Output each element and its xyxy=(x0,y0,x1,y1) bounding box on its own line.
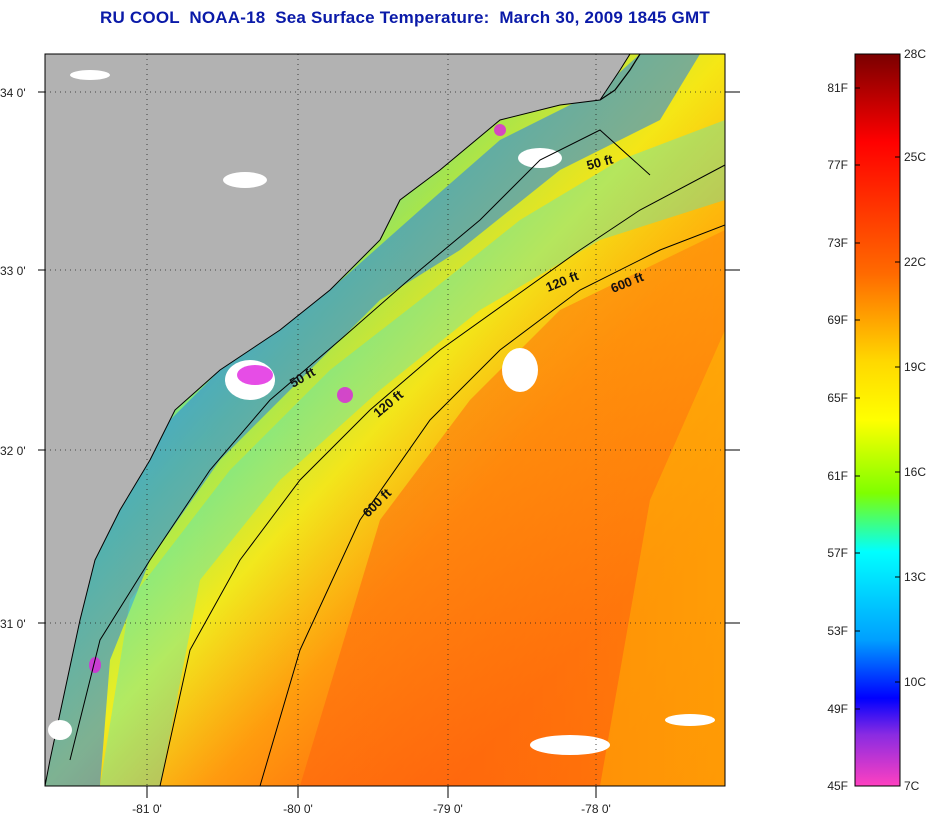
lat-label-34: 34 0' xyxy=(0,86,26,100)
lon-label-80: -80 0' xyxy=(283,802,313,816)
lon-label-81: -81 0' xyxy=(132,802,162,816)
cold-shelf-water xyxy=(45,54,700,786)
map-frame xyxy=(44,53,726,787)
land xyxy=(45,54,631,786)
depth-label-50ft-north: 50 ft xyxy=(585,151,615,173)
map-title: RU COOL NOAA-18 Sea Surface Temperature:… xyxy=(100,8,710,27)
lon-label-78: -78 0' xyxy=(581,802,611,816)
depth-contour-lines xyxy=(69,129,725,786)
lon-label-79: -79 0' xyxy=(433,802,463,816)
lat-label-31: 31 0' xyxy=(0,617,26,631)
lat-label-32: 32 0' xyxy=(0,444,26,458)
lat-label-33: 33 0' xyxy=(0,264,26,278)
graticule xyxy=(45,54,725,786)
